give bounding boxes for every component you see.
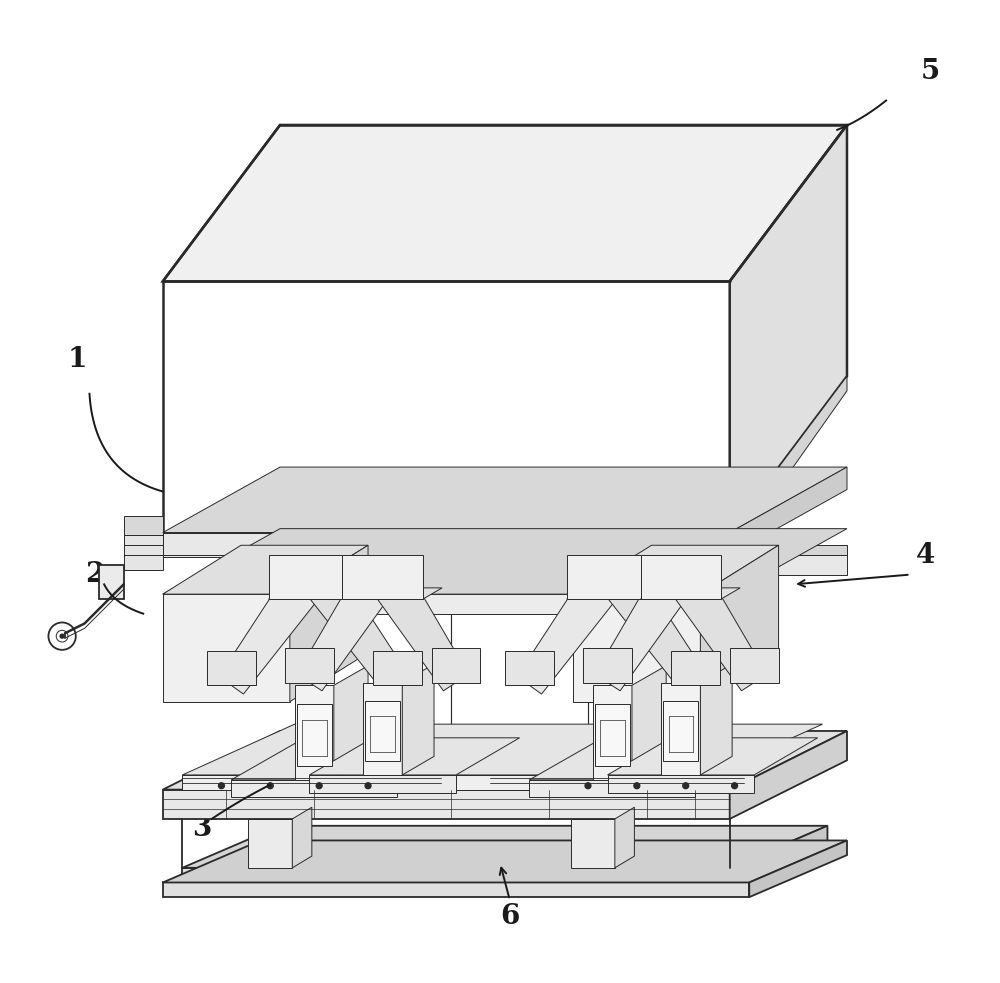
Circle shape	[218, 782, 224, 788]
Polygon shape	[163, 529, 847, 594]
Polygon shape	[573, 546, 779, 594]
Polygon shape	[595, 558, 699, 691]
Polygon shape	[730, 826, 827, 883]
Polygon shape	[663, 701, 698, 761]
Polygon shape	[124, 516, 163, 536]
Polygon shape	[365, 558, 469, 691]
Polygon shape	[163, 840, 847, 883]
Polygon shape	[595, 557, 708, 694]
Polygon shape	[505, 651, 554, 685]
Polygon shape	[182, 724, 823, 775]
Polygon shape	[334, 665, 368, 780]
Polygon shape	[163, 546, 368, 594]
Polygon shape	[700, 665, 732, 775]
Polygon shape	[363, 682, 402, 775]
Polygon shape	[163, 533, 730, 555]
Polygon shape	[641, 588, 740, 599]
Polygon shape	[730, 731, 847, 819]
Text: 4: 4	[916, 542, 935, 568]
Polygon shape	[730, 649, 779, 682]
Polygon shape	[571, 819, 615, 868]
Polygon shape	[231, 741, 466, 780]
Polygon shape	[285, 649, 334, 682]
Text: 2: 2	[85, 561, 104, 588]
Text: 5: 5	[920, 58, 940, 85]
Polygon shape	[182, 775, 710, 789]
Polygon shape	[700, 546, 779, 702]
Polygon shape	[163, 594, 290, 702]
Polygon shape	[163, 125, 847, 281]
Polygon shape	[309, 738, 520, 775]
Polygon shape	[163, 789, 730, 819]
Polygon shape	[373, 651, 422, 685]
Polygon shape	[402, 665, 434, 775]
Polygon shape	[163, 731, 847, 789]
Text: 1: 1	[68, 346, 87, 373]
Polygon shape	[749, 840, 847, 897]
Polygon shape	[124, 536, 163, 570]
Circle shape	[316, 782, 322, 788]
Circle shape	[585, 782, 591, 788]
Polygon shape	[99, 565, 124, 599]
Polygon shape	[595, 704, 630, 766]
Polygon shape	[730, 125, 847, 533]
Polygon shape	[163, 883, 749, 897]
Polygon shape	[529, 780, 695, 797]
Polygon shape	[671, 651, 720, 685]
Polygon shape	[615, 807, 634, 868]
Polygon shape	[292, 807, 312, 868]
Circle shape	[365, 782, 371, 788]
Polygon shape	[573, 594, 700, 702]
Polygon shape	[163, 594, 730, 613]
Polygon shape	[365, 701, 400, 761]
Circle shape	[267, 782, 273, 788]
Polygon shape	[309, 775, 456, 792]
Polygon shape	[231, 780, 397, 797]
Polygon shape	[661, 682, 700, 775]
Polygon shape	[583, 649, 632, 682]
Polygon shape	[632, 665, 666, 780]
Polygon shape	[207, 651, 256, 685]
Text: 6: 6	[500, 903, 519, 930]
Circle shape	[634, 782, 640, 788]
Polygon shape	[641, 555, 721, 599]
Polygon shape	[280, 555, 847, 575]
Polygon shape	[269, 587, 381, 599]
Polygon shape	[219, 557, 332, 694]
Polygon shape	[297, 557, 410, 694]
Polygon shape	[529, 741, 764, 780]
Polygon shape	[182, 868, 730, 883]
Circle shape	[60, 634, 64, 638]
Polygon shape	[593, 685, 632, 780]
Polygon shape	[517, 557, 630, 694]
Polygon shape	[730, 376, 847, 557]
Polygon shape	[182, 826, 827, 868]
Polygon shape	[567, 587, 679, 599]
Polygon shape	[297, 704, 332, 766]
Polygon shape	[295, 685, 334, 780]
Polygon shape	[163, 281, 730, 533]
Polygon shape	[290, 546, 368, 702]
Circle shape	[683, 782, 689, 788]
Polygon shape	[163, 467, 847, 533]
Polygon shape	[663, 558, 767, 691]
Polygon shape	[608, 775, 754, 792]
Text: 3: 3	[192, 815, 212, 842]
Polygon shape	[248, 819, 292, 868]
Polygon shape	[432, 649, 480, 682]
Polygon shape	[567, 555, 658, 599]
Circle shape	[732, 782, 738, 788]
Polygon shape	[280, 546, 847, 555]
Polygon shape	[342, 588, 442, 599]
Polygon shape	[269, 555, 360, 599]
Polygon shape	[608, 738, 818, 775]
Polygon shape	[163, 533, 730, 557]
Polygon shape	[297, 558, 401, 691]
Polygon shape	[342, 555, 423, 599]
Polygon shape	[730, 467, 847, 555]
